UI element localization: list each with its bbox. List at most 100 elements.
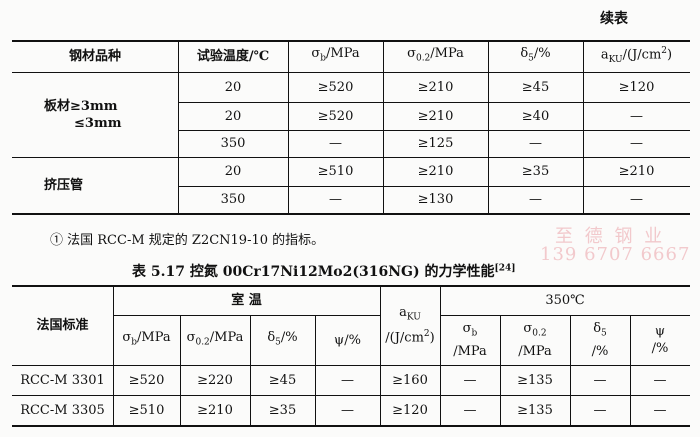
data-cell: 350	[178, 186, 288, 213]
header-cell: aKU/(J/cm2)	[583, 40, 690, 72]
cell-line: 20	[224, 79, 242, 95]
cell-line: ≥160	[392, 372, 428, 388]
header-cell: 试验温度/℃	[178, 40, 288, 72]
cell-line: aKU	[399, 304, 421, 327]
header-cell: ψ/%	[315, 315, 380, 365]
header-cell: aKU/(J/cm2)	[380, 285, 440, 365]
cell-line: —	[630, 192, 643, 207]
text-part: b	[131, 337, 138, 348]
text-part: δ	[520, 45, 529, 61]
text-part: /MPa	[453, 343, 487, 359]
rule	[12, 395, 690, 396]
data-cell: ≥520	[288, 72, 383, 102]
group-cell: 350℃	[440, 285, 690, 315]
cell-line: —	[593, 402, 607, 418]
cell-line: —	[341, 372, 354, 388]
data-cell: ≥135	[500, 395, 570, 425]
text-part: a	[600, 47, 609, 63]
data-cell: ≥220	[180, 365, 250, 395]
data-cell: 20	[178, 102, 288, 130]
header-cell: σb/MPa	[113, 315, 180, 365]
material-cell: 板材≥3mm ≤3mm	[12, 72, 178, 157]
cell-line: 法国标准	[36, 317, 89, 333]
cell-line: RCC-M 3305	[20, 402, 105, 418]
cell-line: —	[653, 402, 667, 418]
rule	[12, 213, 690, 215]
data-cell: ≥40	[488, 102, 583, 130]
rule	[488, 40, 489, 213]
cell-line: ≥210	[618, 164, 655, 179]
cell-line: 板材≥3mm	[44, 98, 118, 114]
material-cell: 挤压管	[12, 157, 178, 213]
text-part: b	[320, 53, 327, 64]
rule	[288, 40, 289, 213]
data-cell: ≥120	[583, 72, 690, 102]
cell-line: σ0.2	[523, 320, 546, 343]
rule	[178, 186, 690, 187]
data-cell: ≥510	[113, 395, 180, 425]
text-part: /%	[651, 341, 669, 356]
cell-line: /MPa	[518, 343, 552, 360]
data-cell: —	[583, 102, 690, 130]
data-cell: ≥210	[383, 72, 488, 102]
data-cell: —	[315, 395, 380, 425]
rule	[113, 285, 114, 425]
cell-line: 钢材品种	[68, 48, 121, 64]
cell-line: 350℃	[545, 292, 585, 308]
data-cell: —	[440, 395, 500, 425]
cell-line: ≥45	[521, 79, 550, 95]
cell-line: ≥130	[417, 192, 454, 207]
cell-line: 20	[224, 164, 242, 179]
rule	[440, 285, 441, 425]
cell-line: ≤3mm	[74, 115, 122, 131]
rule	[12, 72, 690, 73]
data-cell: —	[288, 186, 383, 213]
header-cell: ψ/%	[630, 315, 690, 365]
data-cell: —	[570, 365, 630, 395]
text-part: KU	[608, 54, 623, 65]
rule	[630, 315, 631, 425]
cell-line: ≥120	[392, 402, 428, 418]
text-part: )	[667, 47, 673, 63]
rule	[12, 365, 690, 366]
text-part: σ	[311, 45, 321, 61]
cell-line: /MPa	[453, 343, 487, 360]
cell-line: σb/MPa	[311, 45, 359, 68]
cell-line: ≥210	[417, 108, 454, 124]
cell-line: ≥210	[197, 402, 233, 418]
data-cell: ≥210	[383, 102, 488, 130]
data-cell: —	[288, 130, 383, 157]
cell-line: σ0.2/MPa	[407, 45, 464, 68]
header-cell: δ5/%	[250, 315, 315, 365]
text-part: /(J/cm	[622, 47, 662, 63]
table-title: 表 5.17 控氮 00Cr17Ni12Mo2(316NG) 的力学性能[24]	[132, 261, 516, 281]
text-part: 表 5.17 控氮 00Cr17Ni12Mo2(316NG) 的力学性能	[132, 264, 495, 280]
rule	[178, 102, 690, 103]
cell-line: ≥45	[268, 372, 297, 388]
rule	[583, 40, 584, 213]
data-cell: ≥35	[488, 157, 583, 186]
text-part: δ	[267, 329, 276, 345]
cell-line: aKU/(J/cm2)	[601, 43, 672, 69]
cell-line: 350	[220, 136, 246, 151]
text-part: 2	[661, 46, 668, 57]
data-cell: —	[315, 365, 380, 395]
text-part: 5	[275, 337, 281, 348]
rule	[383, 40, 384, 213]
text-part: /%	[533, 45, 551, 61]
rule	[12, 40, 690, 42]
cell-line: —	[630, 136, 643, 151]
cell-line: ≥135	[517, 402, 553, 418]
data-cell: ≥45	[488, 72, 583, 102]
cell-line: ≥510	[317, 164, 354, 179]
cell-line: ≥520	[128, 372, 165, 388]
text-part: σ	[122, 329, 132, 345]
text-part: /%	[591, 343, 609, 359]
cell-line: δ5/%	[267, 329, 297, 352]
rule	[178, 40, 179, 213]
cell-line: 室 温	[231, 292, 262, 308]
cell-line: RCC-M 3301	[20, 372, 105, 388]
cell-line: ≥35	[521, 164, 550, 179]
header-cell: σb/MPa	[440, 315, 500, 365]
